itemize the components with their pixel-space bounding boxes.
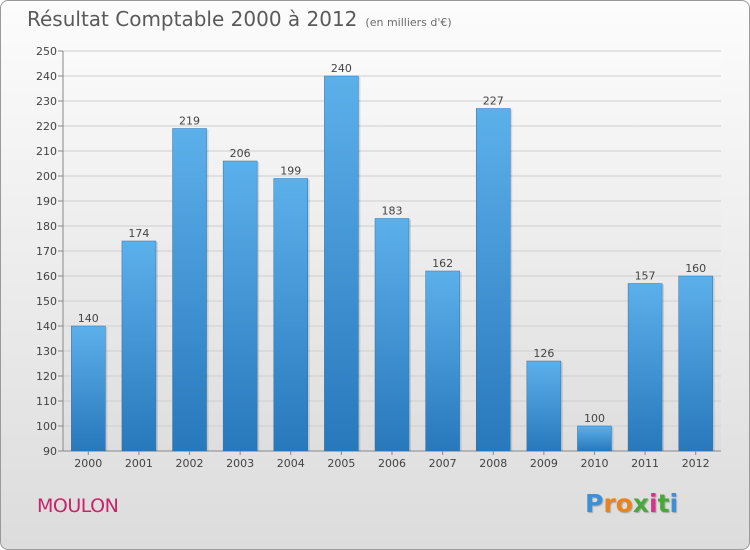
x-tick-label: 2010 <box>580 457 608 470</box>
y-tick-label: 190 <box>36 195 57 208</box>
data-label: 126 <box>533 347 554 360</box>
data-label: 174 <box>128 227 149 240</box>
data-label: 227 <box>483 95 504 108</box>
chart-title: Résultat Comptable 2000 à 2012 (en millie… <box>27 7 452 31</box>
x-tick-label: 2004 <box>277 457 305 470</box>
bar-2004[interactable] <box>273 178 309 452</box>
y-tick-label: 150 <box>36 295 57 308</box>
y-tick-label: 250 <box>36 45 57 58</box>
y-tick-label: 170 <box>36 245 57 258</box>
data-label: 162 <box>432 257 453 270</box>
y-tick-label: 200 <box>36 170 57 183</box>
data-label: 206 <box>230 147 251 160</box>
bar-2003[interactable] <box>222 160 258 452</box>
brand-letter: r <box>603 489 616 518</box>
y-tick-label: 230 <box>36 95 57 108</box>
brand-letter: P <box>585 489 604 518</box>
y-tick-label: 120 <box>36 370 57 383</box>
x-tick-label: 2012 <box>682 457 710 470</box>
x-tick-label: 2007 <box>429 457 457 470</box>
y-tick-label: 210 <box>36 145 57 158</box>
brand-letter: t <box>657 489 670 518</box>
y-tick-label: 110 <box>36 395 57 408</box>
brand-letter: o <box>615 489 633 518</box>
y-tick-label: 220 <box>36 120 57 133</box>
y-tick-label: 140 <box>36 320 57 333</box>
bar-2009[interactable] <box>526 360 562 452</box>
y-tick-label: 90 <box>43 445 57 458</box>
bar-2007[interactable] <box>425 270 460 452</box>
proxiti-logo[interactable]: Proxiti <box>585 489 678 518</box>
data-label: 219 <box>179 115 200 128</box>
location-name: MOULON <box>37 495 119 517</box>
y-tick-label: 240 <box>36 70 57 83</box>
x-tick-label: 2005 <box>327 457 355 470</box>
x-tick-label: 2008 <box>479 457 507 470</box>
chart-subtitle: (en milliers d'€) <box>365 16 452 29</box>
x-tick-label: 2011 <box>631 457 659 470</box>
bar-2010[interactable] <box>577 425 612 452</box>
x-axis-ticks: 2000 2001 2002 2003 2004 2005 2006 2007 2008 2009… <box>74 451 710 470</box>
x-tick-label: 2006 <box>378 457 406 470</box>
data-label: 140 <box>78 312 99 325</box>
y-tick-label: 130 <box>36 345 57 358</box>
bar-2011[interactable] <box>627 283 663 452</box>
x-tick-label: 2001 <box>125 457 153 470</box>
bar-2008[interactable] <box>475 108 511 452</box>
bar-2006[interactable] <box>374 218 410 452</box>
y-tick-label: 100 <box>36 420 57 433</box>
x-tick-label: 2002 <box>176 457 204 470</box>
brand-letter: x <box>632 489 649 518</box>
y-tick-label: 160 <box>36 270 57 283</box>
bar-2012[interactable] <box>678 275 713 452</box>
y-tick-label: 180 <box>36 220 57 233</box>
data-label: 240 <box>331 62 352 75</box>
data-label: 100 <box>584 412 605 425</box>
data-label: 157 <box>635 270 656 283</box>
data-labels: 140 174 219 206 199 240 183 162 227 126 100 157 160 <box>78 62 706 425</box>
brand-letter: i <box>669 489 679 518</box>
brand-letter: i <box>649 489 658 518</box>
x-tick-label: 2000 <box>74 457 102 470</box>
data-label: 183 <box>382 205 403 218</box>
bar-2001[interactable] <box>121 240 157 452</box>
chart-title-text: Résultat Comptable 2000 à 2012 <box>27 7 358 31</box>
bar-2000[interactable] <box>71 325 106 452</box>
x-tick-label: 2009 <box>530 457 558 470</box>
bar-2005[interactable] <box>324 75 359 452</box>
data-label: 199 <box>280 165 301 178</box>
data-label: 160 <box>685 262 706 275</box>
x-tick-label: 2003 <box>226 457 254 470</box>
bar-2002[interactable] <box>172 128 207 452</box>
